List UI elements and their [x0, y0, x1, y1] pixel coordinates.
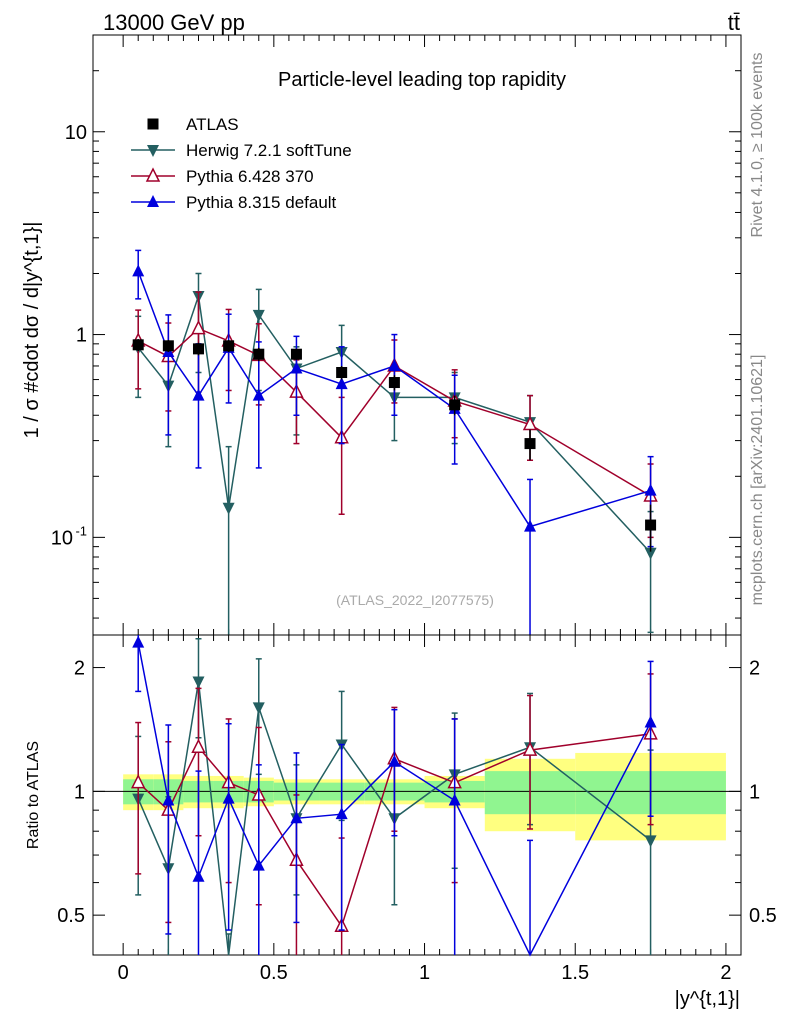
herwig-7-2-1-softtune-point: [644, 547, 657, 560]
herwig-7-2-1-softtune-point: [222, 502, 235, 515]
atlas-point: [645, 519, 657, 531]
y-tick-label: 1: [76, 325, 87, 347]
pythia-8-315-default-ratio-point: [252, 858, 265, 871]
legend-label: Pythia 6.428 370: [186, 167, 314, 186]
pythia-8-315-default-ratio-point: [290, 811, 303, 824]
legend-marker: [147, 118, 159, 130]
pythia-6-428-370-ratio-point: [191, 738, 206, 754]
atlas-point: [388, 377, 400, 389]
pythia-8-315-default-ratio-point: [132, 635, 145, 648]
y-tick-label-exponent: -1: [75, 523, 87, 538]
pythia-8-315-default-ratio-point: [335, 807, 348, 820]
atlas-point: [336, 366, 348, 378]
source-label: mcplots.cern.ch [arXiv:2401.10621]: [749, 355, 766, 606]
pythia-6-428-370-point: [522, 415, 538, 431]
x-tick-label: 2: [720, 962, 731, 984]
energy-label: 13000 GeV pp: [103, 10, 245, 35]
atlas-point: [162, 340, 174, 352]
ratio-tick-label-right: 2: [749, 658, 760, 680]
pythia-8-315-default-point: [335, 377, 348, 390]
watermark: (ATLAS_2022_I2077575): [336, 592, 494, 608]
process-label: tt̄: [728, 10, 740, 35]
x-tick-label: 0: [118, 962, 129, 984]
pythia-8-315-default-ratio-point: [222, 791, 235, 804]
x-tick-label: 1: [419, 962, 430, 984]
atlas-point: [192, 343, 204, 355]
pythia-8-315-default-point: [644, 483, 657, 496]
y-tick-label: 10: [65, 122, 87, 144]
pythia-6-428-370-ratio-point: [522, 741, 538, 756]
legend: ATLAS Herwig 7.2.1 softTune Pythia 6.428 3…: [131, 115, 352, 212]
pythia-8-315-default-point: [524, 519, 537, 532]
pythia-8-315-default-point: [192, 388, 205, 401]
legend-marker: [147, 145, 159, 157]
pythia-8-315-default-ratio-point: [388, 754, 401, 767]
y-tick-label: 10: [51, 527, 73, 549]
herwig-7-2-1-softtune-ratio-point: [192, 676, 205, 689]
atlas-point: [524, 438, 536, 450]
atlas-point: [132, 339, 144, 351]
pythia-6-428-370-ratio-point: [130, 773, 146, 789]
pythia-8-315-default-point: [132, 264, 145, 277]
ratio-frame: [92, 634, 742, 956]
chart-title: Particle-level leading top rapidity: [278, 69, 566, 91]
pythia-8-315-default-ratio-point: [162, 793, 175, 806]
y-axis-label: 1 / σ #cdot dσ / d|y^{t,1}|: [21, 222, 43, 439]
atlas-point: [253, 348, 265, 360]
legend-label: ATLAS: [186, 115, 239, 134]
pythia-6-428-370-point: [191, 319, 206, 335]
herwig-7-2-1-softtune-ratio-point: [644, 835, 657, 848]
ratio-tick-label: 0.5: [57, 905, 85, 927]
ratio-y-axis-label: Ratio to ATLAS: [25, 741, 42, 849]
ratio-panel: 0 0.5 1 1.5 2 0.5 0.5 1 1 2 2 Ratio to ATLAS: [25, 634, 777, 984]
legend-marker: [147, 195, 159, 207]
pythia-8-315-default-ratio-point: [192, 869, 205, 882]
pythia-8-315-default-point: [388, 358, 401, 371]
atlas-point: [290, 348, 302, 360]
ratio-tick-label-right: 1: [749, 781, 760, 803]
pythia-8-315-default-point: [290, 361, 303, 374]
legend-label: Pythia 8.315 default: [186, 193, 337, 212]
legend-label: Herwig 7.2.1 softTune: [186, 141, 352, 160]
pythia-8-315-default-ratio-point: [644, 715, 657, 728]
x-axis-label: |y^{t,1}|: [675, 988, 740, 1010]
rivet-label: Rivet 4.1.0, ≥ 100k events: [749, 53, 766, 238]
pythia-8-315-default-ratio-point: [448, 793, 461, 806]
x-tick-label: 0.5: [260, 962, 288, 984]
ratio-tick-label: 2: [74, 658, 85, 680]
ratio-tick-label-right: 0.5: [749, 905, 777, 927]
herwig-7-2-1-softtune-ratio-point: [252, 702, 265, 715]
atlas-point: [449, 399, 461, 411]
atlas-point: [223, 340, 235, 352]
x-tick-label: 1.5: [561, 962, 589, 984]
herwig-7-2-1-softtune-point: [252, 309, 265, 322]
pythia-8-315-default-point: [252, 388, 265, 401]
legend-marker: [145, 167, 161, 182]
ratio-tick-label: 1: [74, 781, 85, 803]
